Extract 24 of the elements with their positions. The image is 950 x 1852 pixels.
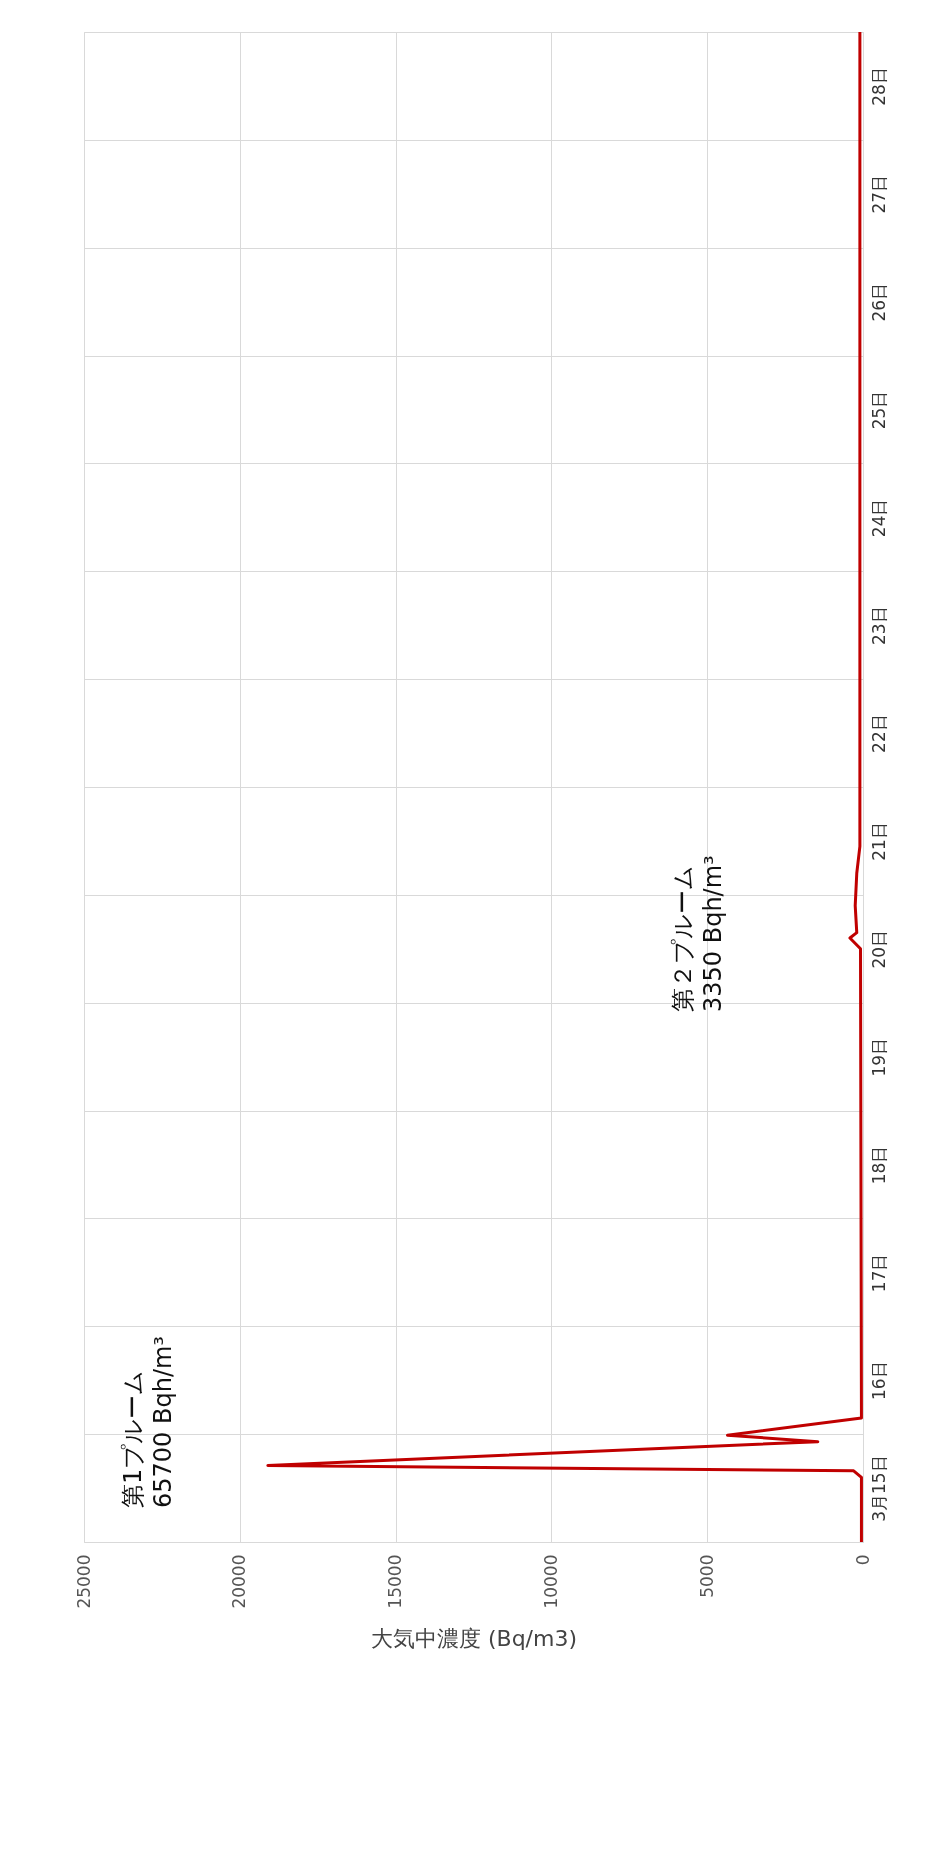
y-tick-label: 21日 bbox=[868, 822, 889, 861]
y-tick-label: 20日 bbox=[868, 929, 889, 969]
y-tick-label: 16日 bbox=[868, 1361, 889, 1401]
y-tick-label: 19日 bbox=[868, 1037, 889, 1077]
y-tick-label: 18日 bbox=[868, 1145, 889, 1185]
annotation: 第２プルーム 3350 Bqh/m³ bbox=[669, 855, 727, 1012]
x-tick-label: 20000 bbox=[229, 1554, 250, 1609]
x-axis-title: 大気中濃度 (Bq/m3) bbox=[370, 1625, 578, 1651]
x-tick-label: 5000 bbox=[696, 1554, 717, 1598]
y-tick-label: 24日 bbox=[868, 498, 889, 538]
y-tick-label: 25日 bbox=[868, 390, 889, 430]
annotation: 第1プルーム 65700 Bqh/m³ bbox=[119, 1336, 177, 1508]
y-tick-label: 3月15日 bbox=[868, 1455, 889, 1522]
line-series bbox=[266, 30, 863, 1544]
y-tick-label: 27日 bbox=[868, 174, 889, 214]
x-tick-label: 0 bbox=[852, 1554, 873, 1566]
x-tick-label: 25000 bbox=[73, 1554, 94, 1609]
y-tick-label: 26日 bbox=[868, 282, 889, 322]
y-tick-label: 23日 bbox=[868, 606, 889, 646]
y-tick-label: 17日 bbox=[868, 1253, 889, 1293]
y-tick-label: 28日 bbox=[868, 67, 889, 106]
x-tick-label: 15000 bbox=[385, 1554, 406, 1609]
y-tick-label: 22日 bbox=[868, 714, 889, 753]
x-tick-label: 10000 bbox=[540, 1554, 561, 1609]
